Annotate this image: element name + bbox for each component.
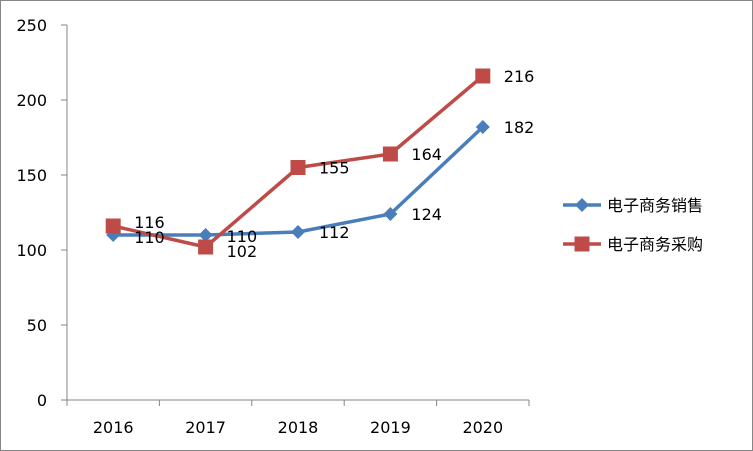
data-label: 164 [411,145,442,164]
data-label: 182 [504,118,535,137]
data-point-2-2 [198,239,214,255]
legend-marker-1 [575,198,589,212]
y-tick-label: 150 [16,166,47,185]
legend-label-1: 电子商务销售 [607,196,703,215]
data-label: 112 [319,223,350,242]
x-tick-label: 2018 [278,418,319,437]
y-tick-label: 200 [16,91,47,110]
y-tick-label: 50 [27,316,47,335]
data-point-2-3 [290,160,306,175]
data-point-1-4 [383,207,398,221]
data-point-2-5 [475,68,491,84]
legend-label-2: 电子商务采购 [607,235,703,254]
data-label: 216 [504,67,535,86]
data-label: 124 [411,205,442,224]
data-label: 110 [134,228,165,247]
data-label: 102 [227,242,258,261]
data-point-1-3 [291,225,305,239]
data-label: 116 [134,213,165,232]
data-label: 155 [319,159,350,178]
x-tick-label: 2017 [185,418,226,437]
y-tick-label: 0 [37,391,47,410]
x-tick-label: 2016 [93,418,134,437]
legend-marker-2 [574,236,590,252]
data-label: 110 [227,227,258,246]
data-point-2-4 [382,146,398,162]
data-point-1-2 [198,228,213,242]
y-tick-label: 100 [16,241,47,260]
data-point-2-1 [105,218,121,234]
x-tick-label: 2020 [462,418,503,437]
y-tick-label: 250 [16,16,47,35]
x-tick-label: 2019 [370,418,411,437]
data-point-1-5 [475,120,490,134]
